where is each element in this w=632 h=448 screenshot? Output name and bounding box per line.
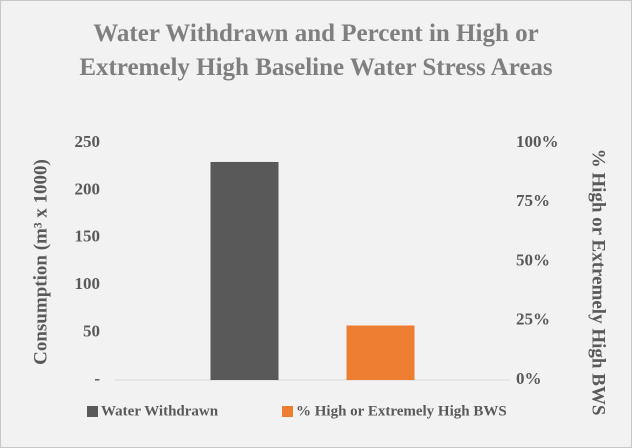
y-tick-label: 50	[83, 322, 100, 341]
y2-axis-label: % High or Extremely High BWS	[588, 149, 609, 416]
bar	[210, 161, 279, 380]
y2-tick-label: 50%	[516, 250, 550, 269]
y-tick-label: -	[94, 369, 100, 388]
y-tick-label: 250	[75, 132, 101, 151]
y2-tick-label: 75%	[516, 191, 550, 210]
y-tick-label: 150	[75, 227, 101, 246]
y-tick-label: 200	[75, 179, 101, 198]
chart-title: Water Withdrawn and Percent in High or Ex…	[79, 20, 553, 81]
legend-swatch	[282, 406, 293, 417]
legend-label: % High or Extremely High BWS	[296, 403, 507, 419]
y-tick-label: 100	[75, 274, 101, 293]
bar	[346, 325, 415, 380]
y2-tick-label: 0%	[516, 369, 542, 388]
legend-swatch	[87, 406, 98, 417]
legend-label: Water Withdrawn	[101, 403, 219, 419]
y2-tick-label: 25%	[516, 310, 550, 329]
y2-tick-label: 100%	[516, 132, 559, 151]
y-axis-label: Consumption (m³ x 1000)	[30, 159, 51, 365]
